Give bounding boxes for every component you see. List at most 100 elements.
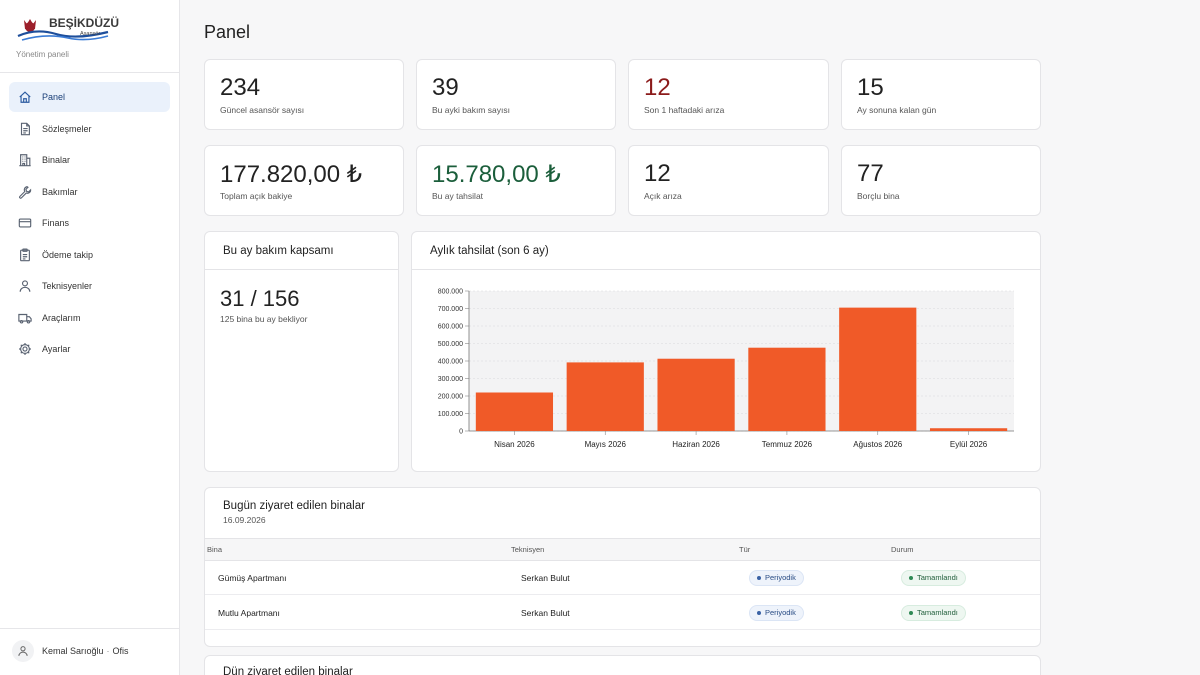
stat-label: Bu ay tahsilat [432,191,484,201]
y-tick-label: 200.000 [438,394,463,401]
credit-card-icon [17,215,33,231]
stat-value: 15 [857,74,884,101]
user-name: Kemal Sarıoğlu [42,646,104,656]
sidebar-item-label: Panel [42,92,66,102]
stat-card-days-left: 15 Ay sonuna kalan gün [841,59,1041,130]
bar [929,428,1008,431]
stat-label: Bu ayki bakım sayısı [432,105,510,115]
stat-label: Açık arıza [644,191,682,201]
type-badge-label: Periyodik [765,573,796,582]
y-tick-label: 400.000 [438,359,463,366]
sidebar-item-panel[interactable]: Panel [9,82,170,112]
stat-value: 15.780,00 ₺ [432,161,561,188]
stat-value: 77 [857,160,884,187]
status-badge-label: Tamamlandı [917,608,958,617]
stat-card-open-balance: 177.820,00 ₺ Toplam açık bakiye [204,145,404,216]
building-icon [17,152,33,168]
status-badge-label: Tamamlandı [917,573,958,582]
stat-value: 39 [432,74,459,101]
sidebar-item-binalar[interactable]: Binalar [9,145,170,175]
sidebar-item-sozlesmeler[interactable]: Sözleşmeler [9,114,170,144]
user-role: Ofis [112,646,129,656]
stat-value: 12 [644,74,671,101]
x-tick-label: Nisan 2026 [494,440,535,449]
status-badge: Tamamlandı [901,569,966,586]
column-header-type[interactable]: Tür [739,545,751,554]
sidebar: BEŞİKDÜZÜ Asansör Yönetim paneli Panel S… [0,0,180,675]
sidebar-item-label: Bakımlar [42,186,78,197]
coverage-title: Bu ay bakım kapsamı [205,232,398,270]
stat-label: Borçlu bina [857,191,900,201]
visits-today-date: 16.09.2026 [223,515,266,525]
bar [657,358,735,431]
gear-icon [17,341,33,357]
stat-card-open-faults: 12 Açık arıza [628,145,829,216]
bar [839,307,917,431]
bar-chart: 0 100.000 200.000 300.000 400.000 500.000 600.… [438,289,1014,449]
bar [748,347,826,431]
user-icon [17,278,33,294]
sidebar-divider [0,72,179,73]
avatar [12,640,34,662]
type-badge: Periyodik [749,604,804,621]
document-icon [17,121,33,137]
stat-card-debtor-buildings: 77 Borçlu bina [841,145,1041,216]
bar [566,362,644,431]
sidebar-item-bakimlar[interactable]: Bakımlar [9,177,170,207]
y-tick-label: 300.000 [438,376,463,383]
visits-yesterday-panel: Dün ziyaret edilen binalar [204,655,1041,675]
cell-building: Mutlu Apartmanı [218,607,280,618]
visits-yesterday-title: Dün ziyaret edilen binalar [223,666,353,675]
visits-today-title: Bugün ziyaret edilen binalar [223,500,365,512]
bar [475,392,554,431]
sidebar-item-label: Binalar [42,155,71,165]
stat-card-weekly-faults: 12 Son 1 haftadaki arıza [628,59,829,130]
y-tick-label: 600.000 [438,324,463,331]
sidebar-item-odeme-takip[interactable]: Ödeme takip [9,240,170,270]
user-profile[interactable]: Kemal Sarıoğlu · Ofis [12,640,129,662]
cell-technician: Serkan Bulut [521,607,570,618]
sidebar-item-ayarlar[interactable]: Ayarlar [9,334,170,364]
sidebar-item-label: Ayarlar [42,344,71,354]
table-row[interactable]: Gümüş Apartmanı Serkan Bulut Periyodik T… [205,561,1040,595]
sidebar-item-label: Sözleşmeler [42,123,92,134]
sidebar-item-araclarim[interactable]: Araçlarım [9,303,170,333]
y-tick-label: 500.000 [438,341,463,348]
x-tick-label: Eylül 2026 [950,440,988,449]
type-badge-label: Periyodik [765,608,796,617]
table-header: Bina Teknisyen Tür Durum [205,538,1040,561]
x-tick-label: Haziran 2026 [672,440,720,449]
sidebar-item-label: Araçlarım [42,312,81,323]
brand-tag: Asansör [80,31,100,37]
stat-value: 234 [220,74,261,101]
table-row[interactable]: Mutlu Apartmanı Serkan Bulut Periyodik T… [205,596,1040,630]
sidebar-item-label: Ödeme takip [42,249,94,260]
sidebar-item-teknisyenler[interactable]: Teknisyenler [9,271,170,301]
visits-today-panel: Bugün ziyaret edilen binalar 16.09.2026 … [204,487,1041,647]
x-tick-label: Ağustos 2026 [853,440,902,449]
y-tick-label: 800.000 [438,289,463,296]
stat-card-monthly-collection: 15.780,00 ₺ Bu ay tahsilat [416,145,616,216]
brand-subtitle: Yönetim paneli [16,50,69,59]
cell-building: Gümüş Apartmanı [218,572,287,583]
coverage-panel: Bu ay bakım kapsamı 31 / 156 125 bina bu… [204,231,399,472]
column-header-building[interactable]: Bina [207,545,223,554]
coverage-note: 125 bina bu ay bekliyor [220,314,308,324]
sidebar-item-label: Teknisyenler [42,281,93,291]
y-tick-label: 100.000 [438,411,463,418]
sidebar-divider [0,628,179,629]
brand-logo[interactable]: BEŞİKDÜZÜ Asansör [16,14,166,44]
stat-label: Son 1 haftadaki arıza [644,105,725,115]
cell-technician: Serkan Bulut [521,572,570,583]
home-icon [17,89,33,105]
stat-value: 177.820,00 ₺ [220,161,363,188]
stat-card-elevators: 234 Güncel asansör sayısı [204,59,404,130]
stat-card-maintenance-count: 39 Bu ayki bakım sayısı [416,59,616,130]
column-header-status[interactable]: Durum [891,545,914,554]
page-title: Panel [204,22,251,42]
stat-value: 12 [644,160,671,187]
sidebar-item-finans[interactable]: Finans [9,208,170,238]
status-badge: Tamamlandı [901,604,966,621]
chart-panel: Aylık tahsilat (son 6 ay) 0 100.000 200.00… [411,231,1041,472]
column-header-technician[interactable]: Teknisyen [511,545,545,554]
